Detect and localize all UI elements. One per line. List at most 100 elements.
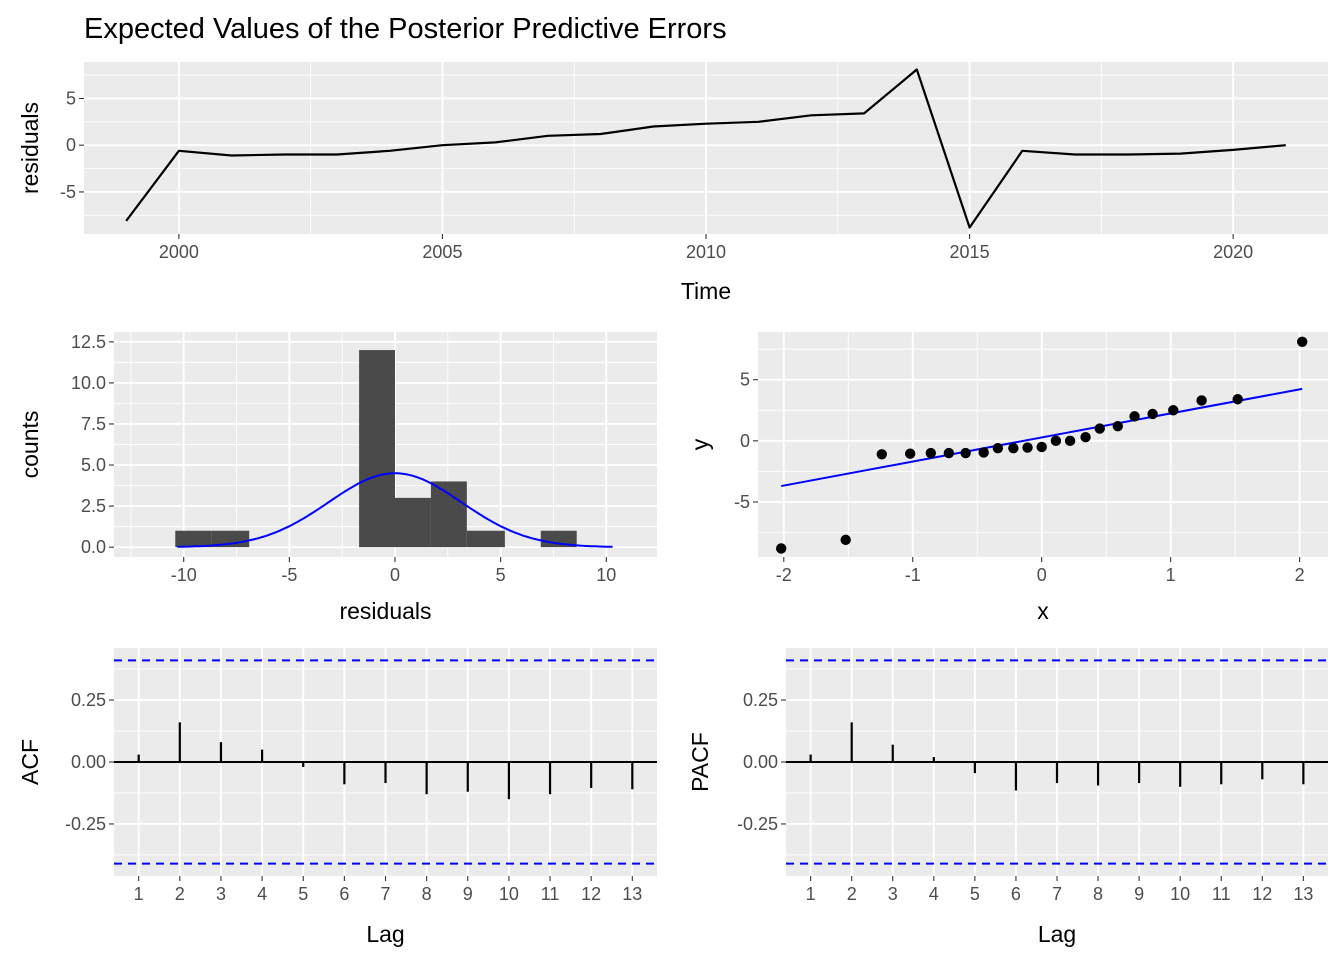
histogram-bar — [395, 497, 431, 548]
chart-title: Expected Values of the Posterior Predict… — [84, 13, 727, 45]
qq-reference-line — [781, 387, 1303, 488]
qq-y-tick-label: 5 — [740, 370, 750, 390]
pacf-x-tick-label: 12 — [1252, 884, 1272, 904]
qq-x-axis-title: x — [1037, 598, 1049, 624]
pacf-y-tick-label: 0.25 — [743, 690, 778, 710]
qq-point — [1064, 435, 1076, 447]
residual-series-line — [125, 68, 1286, 229]
ts-y-axis-title: residuals — [17, 102, 43, 194]
acf-x-tick-label: 11 — [541, 884, 560, 904]
ts-x-tick-label: 2020 — [1213, 242, 1253, 262]
acf-x-tick-label: 7 — [380, 884, 390, 904]
hist-x-tick-label: 5 — [496, 565, 506, 585]
acf-x-axis-title: Lag — [366, 921, 404, 947]
hist-x-tick-label: 0 — [390, 565, 400, 585]
hist-y-tick-label: 10.0 — [71, 373, 106, 393]
pacf-x-tick-label: 5 — [970, 884, 980, 904]
ts-x-tick-label: 2005 — [422, 242, 462, 262]
pacf-y-tick-label: 0.00 — [743, 752, 778, 772]
acf-x-tick-label: 9 — [463, 884, 473, 904]
qq-point — [1129, 411, 1140, 422]
hist-y-tick-label: 7.5 — [81, 414, 106, 434]
pacf-x-tick-label: 4 — [929, 884, 939, 904]
qq-point — [1168, 405, 1179, 416]
acf-x-tick-label: 12 — [581, 884, 601, 904]
pacf-x-tick-label: 9 — [1134, 884, 1144, 904]
qq-point — [943, 447, 955, 459]
qq-y-tick-label: -5 — [734, 492, 750, 512]
pacf-x-tick-label: 2 — [847, 884, 857, 904]
pacf-x-tick-label: 6 — [1011, 884, 1021, 904]
hist-x-tick-label: 10 — [596, 565, 616, 585]
hist-y-tick-label: 5.0 — [81, 455, 106, 475]
histogram-bar — [359, 350, 396, 548]
hist-x-tick-label: -10 — [171, 565, 197, 585]
ts-x-tick-label: 2015 — [950, 242, 990, 262]
acf-x-tick-label: 10 — [499, 884, 519, 904]
histogram-bar — [430, 481, 467, 548]
qq-x-tick-label: -1 — [905, 565, 921, 585]
acf-y-tick-label: -0.25 — [65, 814, 106, 834]
acf-x-tick-label: 13 — [622, 884, 642, 904]
histogram-bar — [175, 530, 212, 548]
hist-y-axis-title: counts — [17, 411, 43, 479]
qq-point — [925, 447, 937, 459]
hist-y-tick-label: 12.5 — [71, 332, 106, 352]
qq-x-tick-label: 2 — [1295, 565, 1305, 585]
pacf-y-axis-title: PACF — [687, 732, 713, 792]
ts-y-tick-label: 0 — [66, 135, 76, 155]
qq-x-tick-label: 0 — [1037, 565, 1047, 585]
acf-x-tick-label: 6 — [339, 884, 349, 904]
pacf-x-tick-label: 13 — [1293, 884, 1313, 904]
ts-y-tick-label: 5 — [66, 88, 76, 108]
acf-y-axis-title: ACF — [17, 739, 43, 785]
histogram-bar — [466, 530, 505, 548]
qq-point — [1008, 442, 1019, 454]
qq-point — [904, 448, 916, 459]
hist-x-axis-title: residuals — [339, 598, 431, 624]
qq-point — [1297, 336, 1308, 347]
pacf-x-tick-label: 1 — [806, 884, 816, 904]
qq-point — [1112, 420, 1123, 432]
qq-x-tick-label: 1 — [1166, 565, 1176, 585]
pacf-x-tick-label: 8 — [1093, 884, 1103, 904]
qq-point — [960, 447, 971, 459]
acf-x-tick-label: 3 — [216, 884, 226, 904]
qq-point — [1147, 408, 1158, 420]
ts-x-tick-label: 2010 — [686, 242, 726, 262]
qq-point — [840, 534, 851, 546]
qq-point — [992, 442, 1004, 454]
acf-x-tick-label: 4 — [257, 884, 267, 904]
acf-y-tick-label: 0.00 — [71, 752, 106, 772]
acf-x-tick-label: 8 — [422, 884, 432, 904]
hist-y-tick-label: 2.5 — [81, 496, 106, 516]
qq-point — [1022, 442, 1033, 453]
ts-y-tick-label: -5 — [60, 182, 76, 202]
qq-point — [1080, 431, 1091, 443]
qq-x-tick-label: -2 — [776, 565, 792, 585]
qq-point — [776, 543, 787, 554]
pacf-y-tick-label: -0.25 — [737, 814, 778, 834]
qq-point — [1196, 395, 1207, 406]
acf-x-tick-label: 5 — [298, 884, 308, 904]
qq-point — [1050, 435, 1062, 447]
hist-x-tick-label: -5 — [281, 565, 297, 585]
qq-point — [876, 449, 888, 460]
pacf-x-tick-label: 3 — [888, 884, 898, 904]
acf-x-tick-label: 2 — [175, 884, 185, 904]
pacf-x-tick-label: 11 — [1212, 884, 1231, 904]
qq-point — [1036, 441, 1047, 453]
acf-y-tick-label: 0.25 — [71, 690, 106, 710]
acf-x-tick-label: 1 — [134, 884, 144, 904]
normal-density-curve — [177, 472, 613, 548]
pacf-x-axis-title: Lag — [1038, 921, 1076, 947]
hist-y-tick-label: 0.0 — [81, 537, 106, 557]
qq-point — [1232, 394, 1243, 405]
pacf-x-tick-label: 7 — [1052, 884, 1062, 904]
ts-x-tick-label: 2000 — [159, 242, 199, 262]
qq-point — [978, 447, 989, 458]
ts-x-axis-title: Time — [681, 278, 731, 304]
qq-point — [1094, 423, 1105, 434]
qq-y-axis-title: y — [687, 438, 713, 450]
